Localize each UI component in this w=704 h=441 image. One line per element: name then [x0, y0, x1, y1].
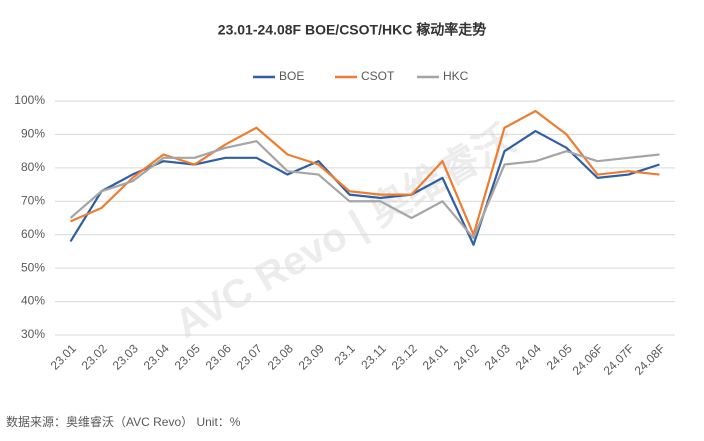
y-tick-label: 30%: [21, 327, 45, 341]
x-tick-label: 23.01: [48, 341, 79, 372]
x-tick-label: 24.04: [513, 341, 544, 372]
series-line: [69, 140, 660, 240]
legend-label: BOE: [279, 69, 304, 83]
source-note: 数据来源：奥维睿沃（AVC Revo） Unit：%: [6, 414, 241, 429]
x-tick-label: 23.08: [265, 341, 296, 372]
x-tick-label: 24.07F: [601, 341, 637, 377]
x-tick-label: 24.01: [420, 341, 451, 372]
y-tick-label: 60%: [21, 227, 45, 241]
x-tick-label: 23.02: [79, 341, 110, 372]
x-tick-label: 23.04: [141, 341, 172, 372]
x-tick-label: 24.03: [482, 341, 513, 372]
y-tick-label: 80%: [21, 160, 45, 174]
x-tick-label: 23.05: [172, 341, 203, 372]
x-tick-label: 23.06: [203, 341, 234, 372]
x-tick-label: 24.08F: [632, 341, 668, 377]
y-tick-label: 90%: [21, 127, 45, 141]
x-tick-label: 23.07: [234, 341, 265, 372]
legend-label: HKC: [443, 69, 469, 83]
y-tick-label: 70%: [21, 193, 45, 207]
x-tick-label: 23.11: [358, 341, 389, 372]
x-tick-label: 23.03: [110, 341, 141, 372]
series-line: [70, 109, 660, 236]
y-tick-label: 40%: [21, 294, 45, 308]
legend-label: CSOT: [361, 69, 395, 83]
x-tick-label: 23.12: [389, 341, 420, 372]
y-tick-label: 100%: [14, 93, 45, 107]
x-tick-label: 24.02: [451, 341, 482, 372]
x-tick-label: 23.09: [296, 341, 327, 372]
x-tick-label: 23.1: [331, 341, 358, 368]
y-tick-label: 50%: [21, 260, 45, 274]
series-line: [69, 129, 660, 246]
x-tick-label: 24.06F: [570, 341, 606, 377]
chart-title: 23.01-24.08F BOE/CSOT/HKC 稼动率走势: [218, 22, 486, 38]
